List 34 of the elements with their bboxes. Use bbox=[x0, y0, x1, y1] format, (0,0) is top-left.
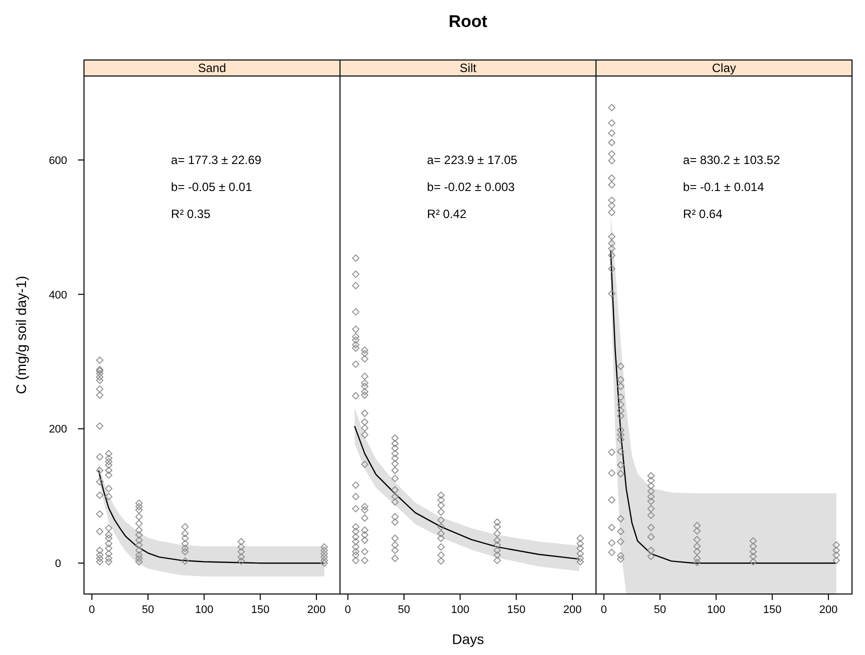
y-tick-label: 0 bbox=[54, 558, 62, 570]
x-tick-label: 50 bbox=[654, 604, 666, 616]
x-tick-label: 50 bbox=[398, 604, 410, 616]
x-axis-title: Days bbox=[452, 631, 484, 647]
chart-title: Sand bbox=[198, 61, 226, 75]
chart-subtitle: Root bbox=[448, 12, 488, 31]
y-tick-label: 200 bbox=[48, 424, 68, 436]
chart-title: Clay bbox=[712, 61, 736, 75]
x-tick-label: 100 bbox=[450, 604, 470, 616]
y-tick-label: 400 bbox=[48, 289, 68, 302]
annotation: R² 0.35 bbox=[171, 207, 211, 221]
annotation: b= -0.02 ± 0.003 bbox=[427, 180, 516, 194]
x-tick-label: 200 bbox=[307, 604, 326, 616]
x-tick-label: 200 bbox=[563, 604, 582, 616]
annotation: a= 223.9 ± 17.05 bbox=[427, 153, 518, 167]
x-tick-label: 150 bbox=[251, 604, 270, 616]
x-tick-label: 100 bbox=[706, 604, 726, 616]
x-tick-label: 100 bbox=[194, 604, 214, 616]
x-tick-label: 50 bbox=[142, 604, 154, 616]
x-tick-label: 0 bbox=[600, 604, 607, 616]
x-tick-label: 0 bbox=[344, 604, 351, 616]
y-axis-title: C (mg/g soil day-1) bbox=[13, 276, 29, 394]
chart-title: Silt bbox=[460, 61, 477, 75]
x-tick-label: 0 bbox=[88, 604, 95, 616]
x-tick-label: 200 bbox=[819, 604, 838, 616]
annotation: a= 177.3 ± 22.69 bbox=[171, 153, 262, 167]
annotation: R² 0.42 bbox=[427, 207, 467, 221]
y-tick-label: 600 bbox=[48, 154, 68, 167]
x-tick-label: 150 bbox=[763, 604, 782, 616]
annotation: R² 0.64 bbox=[683, 207, 723, 221]
annotation: b= -0.05 ± 0.01 bbox=[171, 180, 252, 194]
annotation: b= -0.1 ± 0.014 bbox=[683, 180, 764, 194]
x-tick-label: 150 bbox=[507, 604, 526, 616]
annotation: a= 830.2 ± 103.52 bbox=[683, 153, 780, 167]
